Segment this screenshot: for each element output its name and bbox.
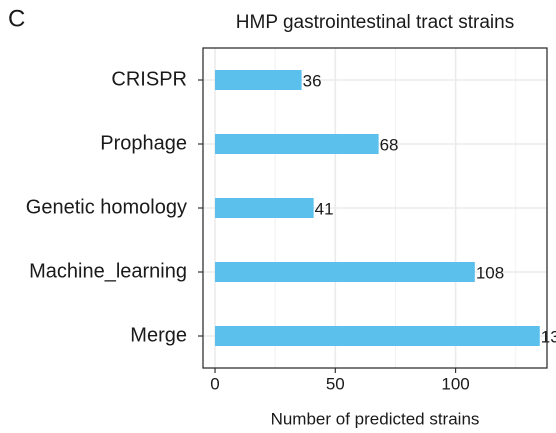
data-label: 108 xyxy=(476,263,504,282)
x-tick-label: 100 xyxy=(441,374,469,393)
bar xyxy=(215,134,379,154)
data-label: 36 xyxy=(303,71,322,90)
bar xyxy=(215,198,314,218)
data-label: 68 xyxy=(380,135,399,154)
y-tick-label: Machine_learning xyxy=(29,260,187,282)
plot-border xyxy=(202,47,548,369)
y-tick-label: Genetic homology xyxy=(26,196,187,218)
data-label: 41 xyxy=(315,199,334,218)
y-tick-label: Prophage xyxy=(100,132,187,154)
y-tick-label: CRISPR xyxy=(111,68,187,90)
panel-label: C xyxy=(8,5,25,32)
chart-title: HMP gastrointestinal tract strains xyxy=(236,12,514,33)
data-label: 135 xyxy=(541,327,556,346)
bar xyxy=(215,262,475,282)
bar xyxy=(215,70,302,90)
y-tick-label: Merge xyxy=(130,324,187,346)
x-tick-label: 50 xyxy=(326,374,345,393)
bar xyxy=(215,326,540,346)
x-axis-label: Number of predicted strains xyxy=(271,409,480,428)
x-tick-label: 0 xyxy=(210,374,219,393)
